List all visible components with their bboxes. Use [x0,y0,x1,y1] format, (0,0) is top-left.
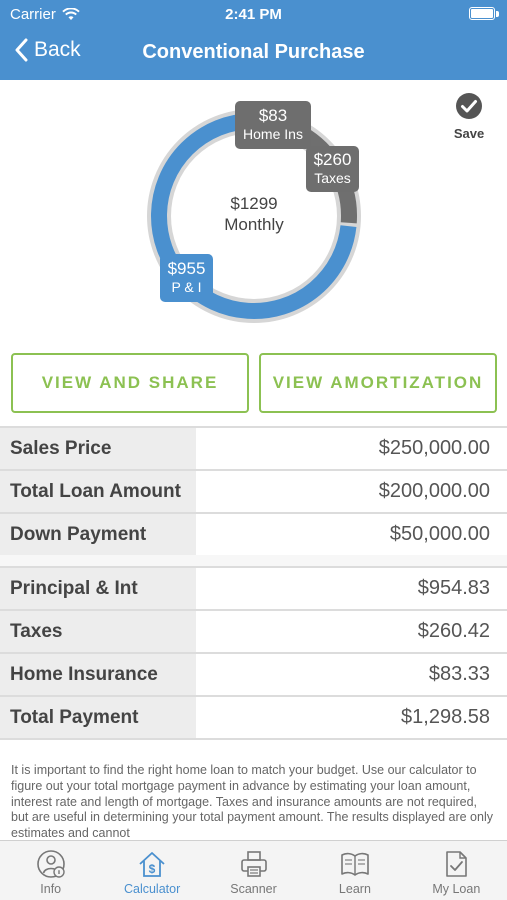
row-label: Total Loan Amount [0,471,196,512]
callout-home-ins: $83 Home Ins [235,101,311,149]
tab-label: Learn [338,882,371,896]
tab-scanner[interactable]: Scanner [203,841,304,900]
row-value: $83.33 [428,663,490,685]
tab-learn[interactable]: Learn [304,841,405,900]
tab-my-loan[interactable]: My Loan [406,841,507,900]
table-row: Total Loan Amount $200,000.00 [0,471,507,514]
action-buttons: VIEW AND SHARE VIEW AMORTIZATION [11,353,497,413]
save-label: Save [453,126,485,141]
center-value: $1299 [230,194,278,213]
callout-label: Taxes [314,169,351,186]
row-value: $954.83 [417,577,490,599]
loan-summary-table: Sales Price $250,000.00 Total Loan Amoun… [0,426,507,557]
svg-text:$: $ [149,862,156,876]
book-icon [341,852,369,876]
table-row: Sales Price $250,000.00 [0,428,507,471]
info-person-icon [36,850,65,878]
tab-calculator[interactable]: $ Calculator [101,841,202,900]
callout-value: $260 [313,150,352,169]
chart-center-label: $1299 Monthly [194,193,314,236]
back-button[interactable]: Back [14,38,81,62]
row-value: $260.42 [417,620,490,642]
status-time: 2:41 PM [225,6,282,23]
tab-label: Scanner [230,882,277,896]
view-and-share-button[interactable]: VIEW AND SHARE [11,353,249,413]
tab-label: Calculator [123,882,181,896]
tab-label: Info [40,882,62,896]
house-dollar-icon: $ [139,852,165,877]
row-value: $250,000.00 [378,437,490,459]
table-row: Total Payment $1,298.58 [0,697,507,740]
status-bar: Carrier 2:41 PM [0,0,507,28]
chevron-left-icon [15,38,28,62]
battery-icon [469,7,495,20]
nav-bar: Back Conventional Purchase [0,30,507,76]
row-label: Sales Price [0,428,196,469]
wifi-icon [62,8,80,20]
row-label: Taxes [0,611,196,652]
row-value: $50,000.00 [389,523,490,545]
header-bar: Carrier 2:41 PM Back Conventional Purcha… [0,0,507,80]
printer-icon [240,851,267,877]
callout-label: Home Ins [243,125,303,142]
row-value: $200,000.00 [378,480,490,502]
battery-tip [496,11,499,17]
callout-value: $83 [258,106,288,125]
table-row: Down Payment $50,000.00 [0,514,507,557]
tab-info[interactable]: Info [0,841,101,900]
back-label: Back [34,38,81,61]
row-label: Principal & Int [0,568,196,609]
disclaimer-text: It is important to find the right home l… [11,763,493,840]
callout-value: $955 [167,259,206,278]
center-caption: Monthly [224,215,284,235]
checkmark-circle-icon [456,93,482,119]
save-button[interactable]: Save [449,92,489,141]
payment-chart: $1299 Monthly $83 Home Ins $260 Taxes $9… [0,80,507,340]
row-label: Down Payment [0,514,196,555]
row-value: $1,298.58 [401,706,490,728]
carrier-label: Carrier [10,6,56,23]
view-amortization-button[interactable]: VIEW AMORTIZATION [259,353,497,413]
table-row: Home Insurance $83.33 [0,654,507,697]
callout-taxes: $260 Taxes [306,146,359,192]
row-label: Home Insurance [0,654,196,695]
tab-label: My Loan [432,882,481,896]
callout-label: P & I [171,278,202,295]
table-row: Principal & Int $954.83 [0,568,507,611]
section-divider [0,555,507,566]
tab-bar: Info $ Calculator Scanner Learn [0,840,507,900]
document-check-icon [446,851,468,877]
carrier-group: Carrier [10,6,80,23]
callout-pi: $955 P & I [160,254,213,302]
row-label: Total Payment [0,697,196,738]
payment-breakdown-table: Principal & Int $954.83 Taxes $260.42 Ho… [0,566,507,740]
table-row: Taxes $260.42 [0,611,507,654]
